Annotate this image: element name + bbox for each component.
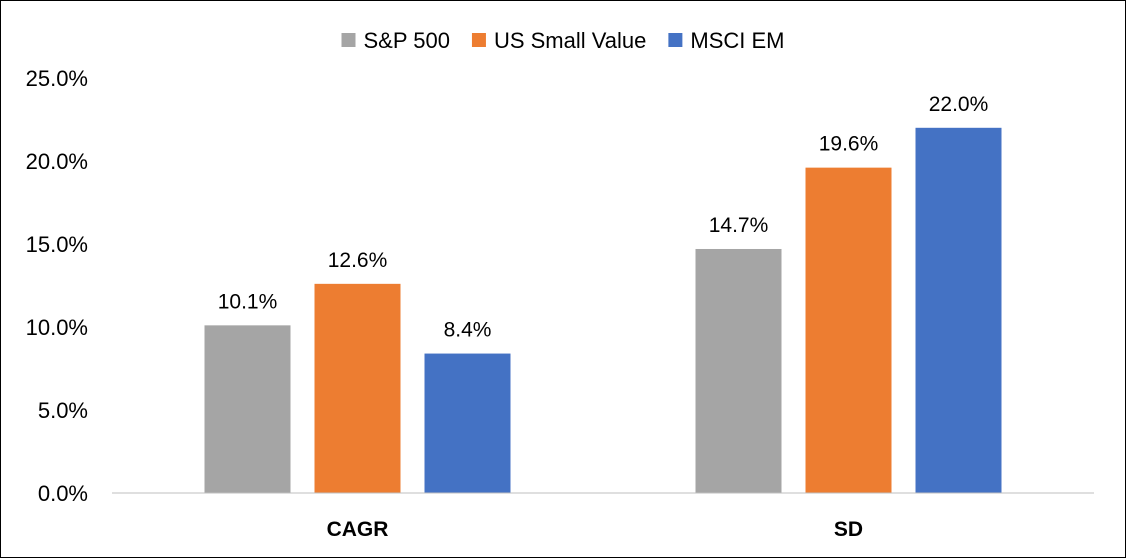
y-tick-label: 5.0% <box>38 398 88 423</box>
data-label: 12.6% <box>328 249 388 272</box>
data-label: 10.1% <box>218 290 278 313</box>
x-tick-label: CAGR <box>327 518 389 541</box>
bar <box>424 353 511 493</box>
y-tick-label: 20.0% <box>26 149 88 174</box>
legend-label: MSCI EM <box>690 28 784 53</box>
legend-label: S&P 500 <box>363 28 449 53</box>
legend-swatch <box>471 33 486 47</box>
legend-label: US Small Value <box>494 28 646 53</box>
x-axis: CAGR SD <box>112 492 1094 541</box>
bar <box>915 127 1002 494</box>
legend: S&P 500 US Small Value MSCI EM <box>341 28 785 53</box>
bar <box>805 167 892 493</box>
y-axis: 0.0% 5.0% 10.0% 15.0% 20.0% 25.0% <box>26 66 88 506</box>
data-label: 14.7% <box>709 214 769 237</box>
x-tick-label: SD <box>834 518 863 541</box>
legend-swatch <box>341 33 356 47</box>
data-label: 22.0% <box>929 93 989 116</box>
y-tick-label: 10.0% <box>26 315 88 340</box>
bar <box>695 248 782 493</box>
y-tick-label: 0.0% <box>38 481 88 506</box>
y-tick-label: 15.0% <box>26 232 88 257</box>
bar <box>204 325 291 493</box>
data-label: 19.6% <box>819 133 879 156</box>
bars: 10.1% 12.6% 8.4% 14.7% 19.6% 22.0% <box>204 93 1002 494</box>
data-label: 8.4% <box>444 319 492 342</box>
legend-swatch <box>668 33 683 47</box>
bar <box>314 283 401 493</box>
y-tick-label: 25.0% <box>26 66 88 91</box>
